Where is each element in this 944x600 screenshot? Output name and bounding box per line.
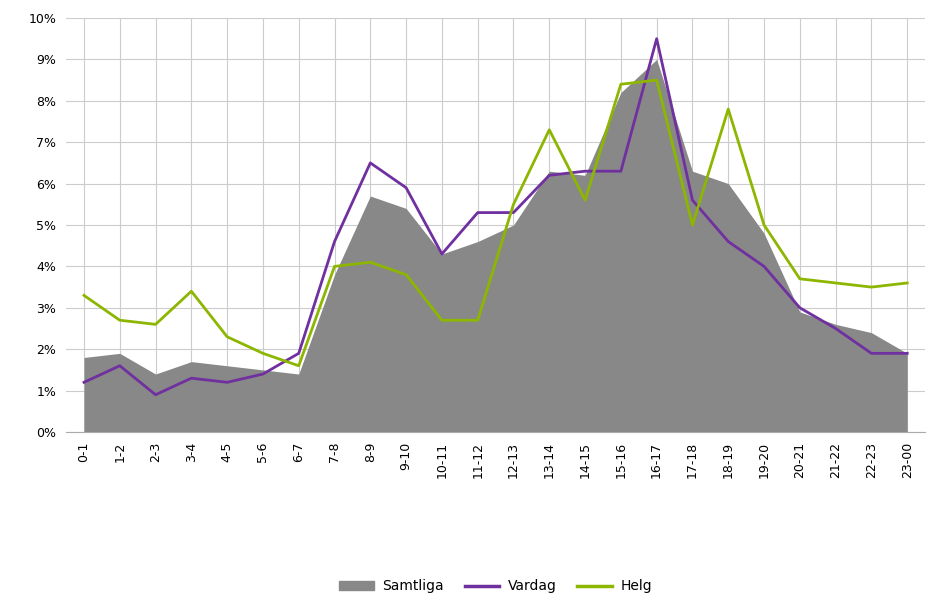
Legend: Samtliga, Vardag, Helg: Samtliga, Vardag, Helg [333,574,658,599]
